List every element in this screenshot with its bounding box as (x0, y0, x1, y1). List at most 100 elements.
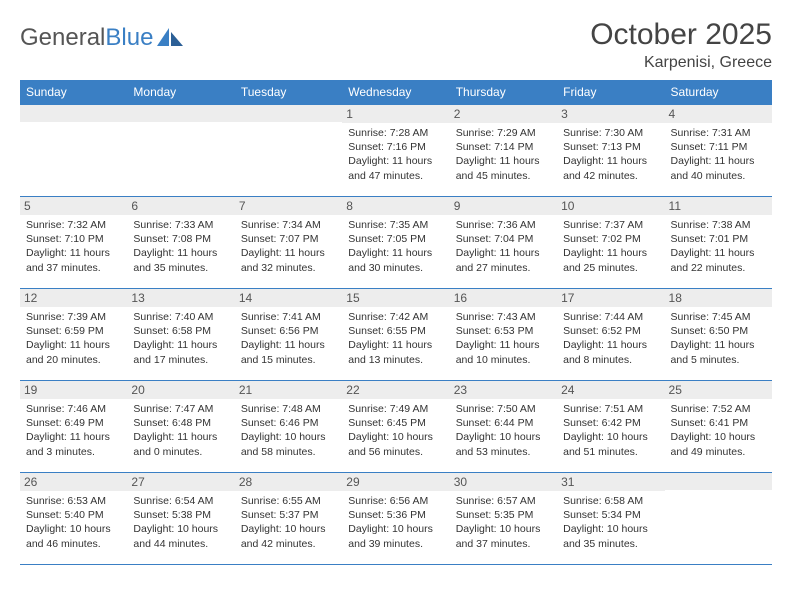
month-title: October 2025 (590, 18, 772, 52)
day-cell: 14 Sunrise: 7:41 AMSunset: 6:56 PMDayligh… (235, 289, 342, 381)
day-info: Sunrise: 7:50 AMSunset: 6:44 PMDaylight:… (456, 402, 551, 459)
day-info: Sunrise: 7:36 AMSunset: 7:04 PMDaylight:… (456, 218, 551, 275)
logo-text-2: Blue (105, 24, 153, 51)
day-cell (665, 473, 772, 565)
day-header: Sunday (20, 80, 127, 105)
day-number: 31 (557, 473, 664, 491)
day-header: Saturday (665, 80, 772, 105)
day-info: Sunrise: 7:33 AMSunset: 7:08 PMDaylight:… (133, 218, 228, 275)
day-number: 20 (127, 381, 234, 399)
day-number: 1 (342, 105, 449, 123)
day-header: Thursday (450, 80, 557, 105)
day-cell: 23Sunrise: 7:50 AMSunset: 6:44 PMDayligh… (450, 381, 557, 473)
day-number: 11 (665, 197, 772, 215)
day-info: Sunrise: 7:29 AMSunset: 7:14 PMDaylight:… (456, 126, 551, 183)
day-number: 19 (20, 381, 127, 399)
day-number: 27 (127, 473, 234, 491)
day-cell: 4Sunrise: 7:31 AMSunset: 7:11 PMDaylight… (665, 105, 772, 197)
week-row: 1 Sunrise: 7:28 AMSunset: 7:16 PMDaylight… (20, 105, 772, 197)
day-info: Sunrise: 7:39 AMSunset: 6:59 PMDaylight:… (26, 310, 121, 367)
week-row: 19Sunrise: 7:46 AMSunset: 6:49 PMDayligh… (20, 381, 772, 473)
day-info: Sunrise: 7:42 AMSunset: 6:55 PMDaylight:… (348, 310, 443, 367)
day-cell: 13Sunrise: 7:40 AMSunset: 6:58 PMDayligh… (127, 289, 234, 381)
day-info: Sunrise: 7:38 AMSunset: 7:01 PMDaylight:… (671, 218, 766, 275)
empty-day-number (127, 105, 234, 122)
day-number: 7 (235, 197, 342, 215)
day-cell: 5 Sunrise: 7:32 AMSunset: 7:10 PMDaylight… (20, 197, 127, 289)
day-info: Sunrise: 7:47 AMSunset: 6:48 PMDaylight:… (133, 402, 228, 459)
day-info: Sunrise: 7:40 AMSunset: 6:58 PMDaylight:… (133, 310, 228, 367)
day-info: Sunrise: 7:41 AMSunset: 6:56 PMDaylight:… (241, 310, 336, 367)
day-cell: 29 Sunrise: 6:56 AMSunset: 5:36 PMDayligh… (342, 473, 449, 565)
day-number: 30 (450, 473, 557, 491)
day-info: Sunrise: 7:34 AMSunset: 7:07 PMDaylight:… (241, 218, 336, 275)
day-number: 14 (235, 289, 342, 307)
calendar-body: 1 Sunrise: 7:28 AMSunset: 7:16 PMDaylight… (20, 105, 772, 565)
day-cell: 31 Sunrise: 6:58 AMSunset: 5:34 PMDayligh… (557, 473, 664, 565)
day-cell: 8Sunrise: 7:35 AMSunset: 7:05 PMDaylight… (342, 197, 449, 289)
day-number: 24 (557, 381, 664, 399)
day-number: 10 (557, 197, 664, 215)
day-info: Sunrise: 7:44 AMSunset: 6:52 PMDaylight:… (563, 310, 658, 367)
day-cell (20, 105, 127, 197)
day-info: Sunrise: 6:58 AMSunset: 5:34 PMDaylight:… (563, 494, 658, 551)
day-cell: 2 Sunrise: 7:29 AMSunset: 7:14 PMDaylight… (450, 105, 557, 197)
day-cell: 11 Sunrise: 7:38 AMSunset: 7:01 PMDayligh… (665, 197, 772, 289)
day-number: 6 (127, 197, 234, 215)
day-number: 21 (235, 381, 342, 399)
day-number: 28 (235, 473, 342, 491)
calendar-page: GeneralBlue October 2025 Karpenisi, Gree… (0, 0, 792, 612)
week-row: 12 Sunrise: 7:39 AMSunset: 6:59 PMDayligh… (20, 289, 772, 381)
logo-text: GeneralBlue (20, 24, 153, 52)
day-info: Sunrise: 7:43 AMSunset: 6:53 PMDaylight:… (456, 310, 551, 367)
day-number: 16 (450, 289, 557, 307)
empty-day-number (235, 105, 342, 122)
day-cell: 30 Sunrise: 6:57 AMSunset: 5:35 PMDayligh… (450, 473, 557, 565)
day-number: 5 (20, 197, 127, 215)
day-number: 25 (665, 381, 772, 399)
day-number: 26 (20, 473, 127, 491)
day-number: 18 (665, 289, 772, 307)
day-info: Sunrise: 6:56 AMSunset: 5:36 PMDaylight:… (348, 494, 443, 551)
day-info: Sunrise: 7:28 AMSunset: 7:16 PMDaylight:… (348, 126, 443, 183)
day-header: Monday (127, 80, 234, 105)
empty-day-number (20, 105, 127, 122)
sail-icon (157, 26, 185, 53)
day-number: 9 (450, 197, 557, 215)
day-info: Sunrise: 7:52 AMSunset: 6:41 PMDaylight:… (671, 402, 766, 459)
day-number: 4 (665, 105, 772, 123)
header: GeneralBlue October 2025 Karpenisi, Gree… (20, 18, 772, 72)
day-info: Sunrise: 6:55 AMSunset: 5:37 PMDaylight:… (241, 494, 336, 551)
day-cell: 24 Sunrise: 7:51 AMSunset: 6:42 PMDayligh… (557, 381, 664, 473)
day-number: 17 (557, 289, 664, 307)
day-cell: 16 Sunrise: 7:43 AMSunset: 6:53 PMDayligh… (450, 289, 557, 381)
day-number: 12 (20, 289, 127, 307)
day-cell: 10Sunrise: 7:37 AMSunset: 7:02 PMDayligh… (557, 197, 664, 289)
day-cell (235, 105, 342, 197)
logo: GeneralBlue (20, 18, 185, 53)
day-number: 29 (342, 473, 449, 491)
day-header: Tuesday (235, 80, 342, 105)
day-header-row: SundayMondayTuesdayWednesdayThursdayFrid… (20, 80, 772, 105)
day-info: Sunrise: 7:48 AMSunset: 6:46 PMDaylight:… (241, 402, 336, 459)
day-number: 2 (450, 105, 557, 123)
day-cell: 19Sunrise: 7:46 AMSunset: 6:49 PMDayligh… (20, 381, 127, 473)
day-cell: 21 Sunrise: 7:48 AMSunset: 6:46 PMDayligh… (235, 381, 342, 473)
day-cell: 12 Sunrise: 7:39 AMSunset: 6:59 PMDayligh… (20, 289, 127, 381)
week-row: 5 Sunrise: 7:32 AMSunset: 7:10 PMDaylight… (20, 197, 772, 289)
day-info: Sunrise: 7:32 AMSunset: 7:10 PMDaylight:… (26, 218, 121, 275)
day-cell: 1 Sunrise: 7:28 AMSunset: 7:16 PMDaylight… (342, 105, 449, 197)
day-cell (127, 105, 234, 197)
day-info: Sunrise: 7:45 AMSunset: 6:50 PMDaylight:… (671, 310, 766, 367)
day-cell: 3Sunrise: 7:30 AMSunset: 7:13 PMDaylight… (557, 105, 664, 197)
day-info: Sunrise: 7:35 AMSunset: 7:05 PMDaylight:… (348, 218, 443, 275)
calendar-table: SundayMondayTuesdayWednesdayThursdayFrid… (20, 80, 772, 565)
day-info: Sunrise: 6:57 AMSunset: 5:35 PMDaylight:… (456, 494, 551, 551)
day-header: Friday (557, 80, 664, 105)
day-number: 3 (557, 105, 664, 123)
day-cell: 25 Sunrise: 7:52 AMSunset: 6:41 PMDayligh… (665, 381, 772, 473)
day-cell: 15Sunrise: 7:42 AMSunset: 6:55 PMDayligh… (342, 289, 449, 381)
day-info: Sunrise: 7:51 AMSunset: 6:42 PMDaylight:… (563, 402, 658, 459)
day-cell: 27Sunrise: 6:54 AMSunset: 5:38 PMDayligh… (127, 473, 234, 565)
empty-day-number (665, 473, 772, 490)
